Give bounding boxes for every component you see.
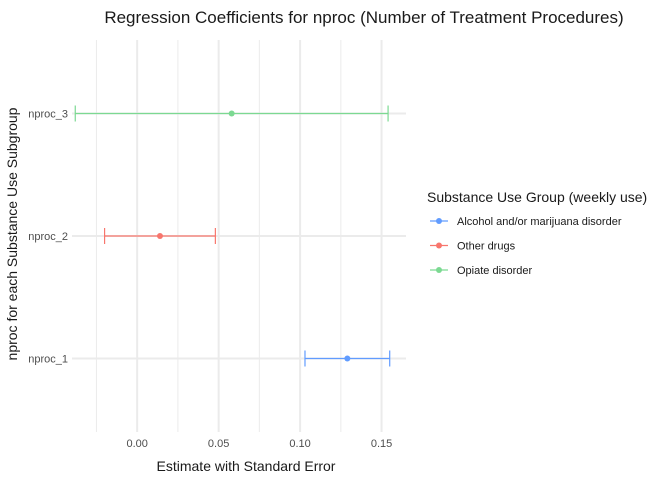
estimate-point — [228, 110, 235, 117]
legend-label: Other drugs — [457, 241, 516, 253]
legend-label: Opiate disorder — [457, 265, 533, 277]
x-tick-label: 0.15 — [371, 438, 392, 450]
x-tick-label: 0.00 — [126, 438, 147, 450]
x-axis-title: Estimate with Standard Error — [157, 458, 336, 474]
legend: Substance Use Group (weekly use) Alcohol… — [427, 189, 647, 277]
legend-item: Other drugs — [430, 241, 516, 253]
x-tick-label: 0.10 — [289, 438, 310, 450]
x-tick-label: 0.05 — [208, 438, 229, 450]
legend-item: Alcohol and/or marijuana disorder — [430, 216, 622, 228]
legend-item: Opiate disorder — [430, 265, 533, 277]
legend-key-point — [436, 242, 442, 249]
legend-label: Alcohol and/or marijuana disorder — [457, 216, 622, 228]
errorbar-nproc_1 — [304, 350, 391, 367]
x-tick-labels: 0.00 0.05 0.10 0.15 — [126, 438, 392, 450]
errorbars — [74, 105, 391, 367]
errorbar-nproc_2 — [103, 228, 216, 244]
estimate-point — [344, 355, 351, 362]
legend-key-point — [436, 267, 442, 273]
y-tick-label: nproc_3 — [28, 109, 68, 121]
estimate-point — [156, 233, 163, 239]
y-tick-label: nproc_2 — [28, 231, 68, 243]
errorbar-nproc_3 — [74, 105, 389, 122]
chart-title: Regression Coefficients for nproc (Numbe… — [104, 8, 623, 27]
y-axis-title: nproc for each Substance Use Subgroup — [4, 107, 20, 360]
y-tick-labels: nproc_1 nproc_2 nproc_3 — [28, 109, 68, 366]
legend-key-point — [436, 218, 442, 224]
legend-title: Substance Use Group (weekly use) — [427, 189, 647, 205]
y-tick-label: nproc_1 — [28, 354, 68, 366]
